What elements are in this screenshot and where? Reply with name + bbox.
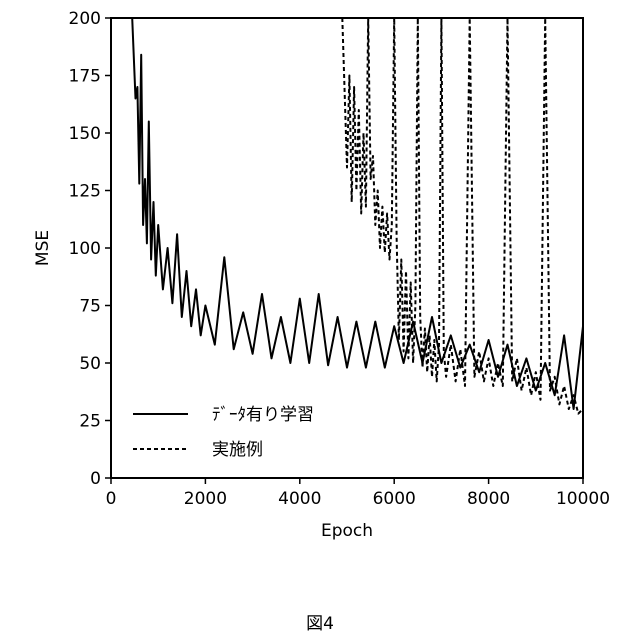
series-layer xyxy=(132,18,583,414)
figure-caption: 図4 xyxy=(0,609,640,634)
series-line-dashed xyxy=(342,18,583,414)
plot-frame xyxy=(111,18,583,478)
y-axis-title: MSE xyxy=(33,230,53,266)
y-tick-label: 50 xyxy=(79,354,101,374)
legend-label-dashed: 実施例 xyxy=(212,440,263,460)
x-axis-ticks: 0 2000 4000 6000 8000 10000 xyxy=(106,478,610,509)
y-tick-label: 25 xyxy=(79,412,101,432)
y-tick-label: 200 xyxy=(69,9,101,29)
x-tick-label: 2000 xyxy=(184,489,227,509)
series-line-solid xyxy=(132,18,583,409)
x-axis-title: Epoch xyxy=(321,521,373,541)
y-tick-label: 100 xyxy=(69,239,101,259)
legend-label-solid: ﾃﾞｰﾀ有り学習 xyxy=(212,405,314,425)
y-tick-label: 175 xyxy=(69,67,101,87)
x-tick-label: 8000 xyxy=(467,489,510,509)
y-tick-label: 125 xyxy=(69,182,101,202)
y-axis-ticks: 0 25 50 75 100 125 150 175 200 xyxy=(69,9,111,489)
x-tick-label: 10000 xyxy=(556,489,610,509)
x-tick-label: 6000 xyxy=(373,489,416,509)
y-tick-label: 150 xyxy=(69,124,101,144)
legend: ﾃﾞｰﾀ有り学習 実施例 xyxy=(133,405,314,460)
x-tick-label: 4000 xyxy=(278,489,321,509)
x-tick-label: 0 xyxy=(106,489,117,509)
y-tick-label: 0 xyxy=(90,469,101,489)
y-tick-label: 75 xyxy=(79,297,101,317)
